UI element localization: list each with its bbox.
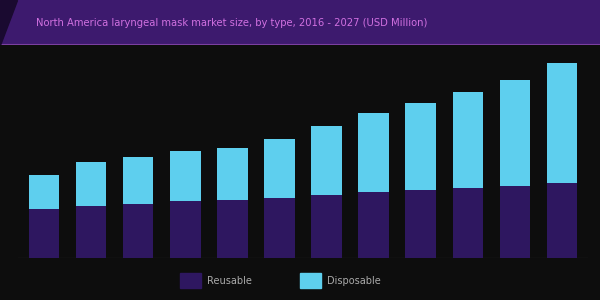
Bar <box>358 113 389 192</box>
Bar <box>123 203 154 258</box>
Bar <box>76 206 106 258</box>
Bar <box>311 126 342 195</box>
Bar <box>123 157 154 203</box>
Bar <box>217 200 248 258</box>
Bar <box>264 198 295 258</box>
Text: Reusable: Reusable <box>207 275 252 286</box>
Bar <box>452 92 483 188</box>
Bar <box>29 175 59 209</box>
Bar <box>500 186 530 258</box>
Bar <box>170 151 200 201</box>
Bar <box>406 103 436 190</box>
Bar <box>358 192 389 258</box>
Bar <box>311 195 342 258</box>
Bar <box>452 188 483 258</box>
Bar <box>547 183 577 258</box>
Text: North America laryngeal mask market size, by type, 2016 - 2027 (USD Million): North America laryngeal mask market size… <box>36 18 427 28</box>
Polygon shape <box>0 0 17 45</box>
Bar <box>217 148 248 200</box>
Bar <box>29 209 59 258</box>
Text: Disposable: Disposable <box>327 275 381 286</box>
Bar <box>76 162 106 206</box>
Bar <box>547 63 577 183</box>
Bar <box>406 190 436 258</box>
Bar <box>180 273 201 288</box>
Bar <box>500 80 530 186</box>
Bar <box>170 201 200 258</box>
Bar <box>264 139 295 198</box>
Bar <box>300 273 321 288</box>
